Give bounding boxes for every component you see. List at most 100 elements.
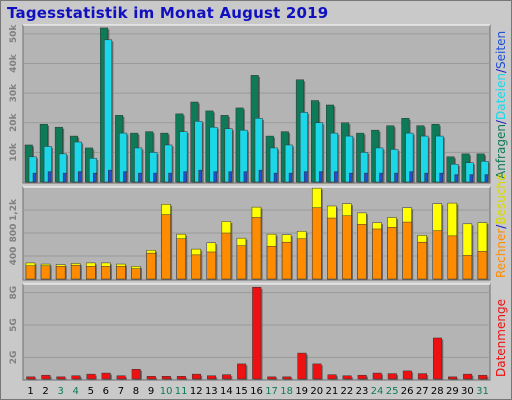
bar-datenmenge xyxy=(417,373,427,380)
bar-rechner xyxy=(387,227,397,280)
bar-datenmenge xyxy=(191,373,201,380)
bar-rechner xyxy=(266,245,277,280)
x-tick-label: 11 xyxy=(175,386,188,397)
legend-label: Anfragen xyxy=(494,124,508,179)
legend-label: Seiten xyxy=(494,31,508,69)
bar-datenmenge xyxy=(237,363,247,380)
x-tick-label: 7 xyxy=(118,386,124,397)
bar-rechner xyxy=(342,215,352,280)
bar-seiten xyxy=(228,171,233,183)
bar-seiten xyxy=(439,172,443,183)
bar-seiten xyxy=(93,172,97,183)
x-tick-label: 20 xyxy=(310,386,323,397)
bar-rechner xyxy=(116,266,126,280)
bar-datenmenge xyxy=(342,375,352,380)
y-tick-label-hits: 10k xyxy=(9,142,19,162)
x-tick-label: 27 xyxy=(416,386,429,397)
bar-seiten xyxy=(394,172,398,183)
bar-seiten xyxy=(32,172,37,183)
bar-seiten xyxy=(484,174,489,183)
x-tick-label: 31 xyxy=(476,386,489,397)
x-tick-label: 15 xyxy=(235,386,248,397)
bar-rechner xyxy=(402,221,412,280)
bar-seiten xyxy=(469,174,474,183)
bar-seiten xyxy=(213,171,218,183)
page-title: Tagesstatistik im Monat August 2019 xyxy=(7,4,329,22)
bar-datenmenge xyxy=(478,374,488,380)
bar-datenmenge xyxy=(161,376,171,380)
bar-seiten xyxy=(243,171,248,183)
y-tick-label-kbytes: 8G xyxy=(9,286,19,300)
bar-rechner xyxy=(206,251,217,280)
bar-datenmenge xyxy=(327,374,337,380)
bar-seiten xyxy=(288,172,293,183)
bar-seiten xyxy=(454,174,459,183)
x-tick-label: 3 xyxy=(57,386,63,397)
bar-rechner xyxy=(70,264,81,280)
x-tick-label: 13 xyxy=(205,386,218,397)
bar-seiten xyxy=(379,172,383,183)
bar-seiten xyxy=(409,171,413,183)
bar-rechner xyxy=(161,214,171,280)
x-tick-label: 21 xyxy=(325,386,338,397)
y-tick-label-hits: 40k xyxy=(9,53,19,73)
x-tick-label: 10 xyxy=(160,386,173,397)
bar-datenmenge xyxy=(71,375,81,380)
bar-seiten xyxy=(183,171,187,183)
x-tick-label: 28 xyxy=(431,386,444,397)
bar-datenmenge xyxy=(41,374,51,380)
bar-rechner xyxy=(191,254,201,280)
x-tick-label: 24 xyxy=(371,386,384,397)
x-tick-label: 14 xyxy=(220,386,233,397)
bar-seiten xyxy=(47,171,52,183)
bar-seiten xyxy=(364,172,368,183)
bar-rechner xyxy=(281,241,292,280)
x-tick-label: 5 xyxy=(88,386,94,397)
x-tick-label: 25 xyxy=(386,386,399,397)
legend-label: / xyxy=(494,224,508,229)
legend-label: Dateien xyxy=(494,73,508,120)
x-tick-label: 18 xyxy=(280,386,293,397)
x-tick-label: 30 xyxy=(461,386,474,397)
x-tick-label: 22 xyxy=(341,386,354,397)
bar-datenmenge xyxy=(252,286,262,380)
bar-seiten xyxy=(424,172,428,183)
bar-seiten xyxy=(62,172,67,183)
bar-rechner xyxy=(447,235,458,280)
bar-rechner xyxy=(25,265,36,280)
legend-label: Besuche xyxy=(494,174,508,225)
bar-datenmenge xyxy=(116,375,126,380)
bar-rechner xyxy=(372,228,382,280)
bar-datenmenge xyxy=(267,376,277,380)
bar-datenmenge-shadow xyxy=(449,378,459,381)
x-tick-label: 12 xyxy=(190,386,203,397)
bar-seiten xyxy=(273,172,278,183)
bar-seiten xyxy=(123,171,127,183)
bar-rechner xyxy=(311,207,322,280)
bar-datenmenge xyxy=(56,376,66,380)
y-tick-label-visits: 400 xyxy=(9,247,19,266)
bar-datenmenge xyxy=(357,374,367,380)
bar-rechner xyxy=(86,266,96,280)
bar-datenmenge xyxy=(387,373,397,380)
x-tick-label: 29 xyxy=(446,386,459,397)
bar-rechner xyxy=(55,266,66,280)
bar-rechner xyxy=(176,238,186,280)
bar-seiten xyxy=(334,171,338,183)
legend-kbytes: Datenmenge xyxy=(494,299,508,377)
bar-datenmenge xyxy=(146,376,156,380)
x-tick-label: 26 xyxy=(401,386,414,397)
legend-label: / xyxy=(494,68,508,73)
bar-rechner xyxy=(432,230,442,280)
x-tick-label: 16 xyxy=(250,386,263,397)
legend-label: Datenmenge xyxy=(494,299,508,377)
bar-datenmenge-shadow xyxy=(269,378,278,381)
bar-datenmenge xyxy=(463,373,473,380)
bar-seiten xyxy=(108,169,112,183)
bar-rechner xyxy=(357,224,367,280)
bar-datenmenge xyxy=(312,363,322,380)
y-tick-label-kbytes: 5G xyxy=(9,318,19,332)
bar-datenmenge-shadow xyxy=(28,378,37,381)
bar-datenmenge xyxy=(448,376,458,380)
